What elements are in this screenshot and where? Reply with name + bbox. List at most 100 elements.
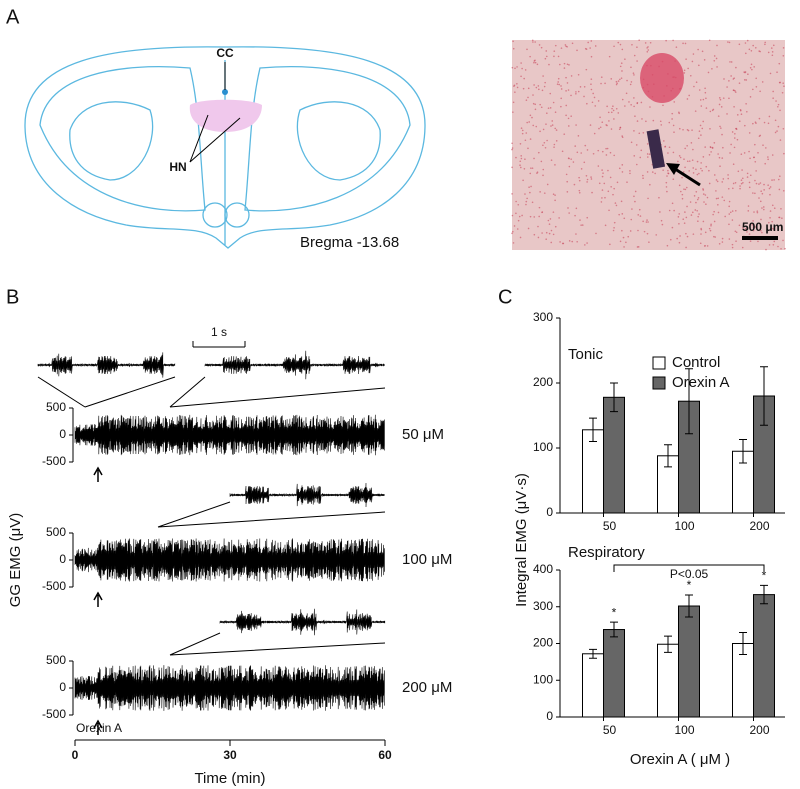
texture <box>583 95 585 98</box>
texture <box>557 55 560 58</box>
texture <box>763 183 765 186</box>
texture <box>684 166 686 169</box>
texture <box>646 171 649 173</box>
texture <box>696 173 699 176</box>
texture <box>639 156 642 159</box>
texture <box>533 157 535 160</box>
texture <box>680 190 682 193</box>
texture <box>647 49 650 51</box>
texture <box>556 83 559 85</box>
texture <box>743 79 746 81</box>
texture <box>721 157 724 159</box>
texture <box>709 146 712 148</box>
y-tick-label: 200 <box>533 375 553 389</box>
texture <box>655 234 658 236</box>
emg-trace <box>74 665 385 711</box>
texture <box>749 240 752 242</box>
emg-trace <box>74 538 385 582</box>
texture <box>643 230 646 233</box>
texture <box>747 205 750 207</box>
texture <box>746 231 748 233</box>
texture <box>759 182 762 184</box>
texture <box>601 197 603 199</box>
texture <box>617 41 620 44</box>
texture <box>770 47 773 49</box>
texture <box>688 160 691 162</box>
texture <box>732 182 735 185</box>
bar <box>678 605 700 718</box>
texture <box>738 224 741 227</box>
texture <box>729 211 732 214</box>
texture <box>537 151 540 154</box>
texture <box>706 245 709 247</box>
texture <box>755 170 757 172</box>
bracket-label: P<0.05 <box>670 567 709 581</box>
texture <box>762 144 764 146</box>
texture <box>595 232 597 235</box>
texture <box>734 91 737 93</box>
texture <box>636 102 639 105</box>
texture <box>672 39 674 42</box>
texture <box>625 241 627 244</box>
texture <box>570 94 572 97</box>
texture <box>604 82 606 85</box>
texture <box>683 72 686 74</box>
texture <box>531 167 534 169</box>
texture <box>590 176 592 178</box>
legend-label: Control <box>672 354 720 371</box>
texture <box>587 41 589 44</box>
texture <box>712 213 714 216</box>
texture <box>554 199 556 202</box>
texture <box>648 241 650 243</box>
texture <box>704 231 707 234</box>
texture <box>645 120 647 123</box>
texture <box>730 143 732 146</box>
texture <box>697 215 699 218</box>
texture <box>524 158 526 160</box>
texture <box>754 160 757 163</box>
texture <box>659 211 661 213</box>
texture <box>705 107 708 109</box>
texture <box>594 45 597 47</box>
texture <box>755 182 758 185</box>
texture <box>699 124 702 127</box>
texture <box>769 216 771 219</box>
texture <box>599 116 601 119</box>
texture <box>752 220 754 222</box>
texture <box>732 187 734 190</box>
hn-label: HN <box>169 160 186 174</box>
texture <box>546 112 548 114</box>
texture <box>745 79 748 81</box>
texture <box>753 66 755 68</box>
texture <box>618 128 621 131</box>
texture <box>765 147 767 149</box>
texture <box>592 152 595 155</box>
texture <box>583 161 586 164</box>
texture <box>548 223 551 225</box>
texture <box>585 48 588 50</box>
emg-trace <box>74 414 385 456</box>
texture <box>534 108 537 111</box>
texture <box>660 219 663 222</box>
texture <box>546 139 548 142</box>
texture <box>668 209 671 212</box>
texture <box>763 121 766 124</box>
texture <box>633 105 635 108</box>
texture <box>702 156 705 158</box>
texture <box>618 167 621 170</box>
texture <box>764 43 766 46</box>
texture <box>778 216 780 219</box>
texture <box>662 104 664 107</box>
texture <box>671 226 674 229</box>
texture <box>733 146 736 149</box>
texture <box>539 130 541 133</box>
texture <box>667 169 669 172</box>
texture <box>736 114 739 116</box>
texture <box>716 180 719 183</box>
texture <box>646 232 649 235</box>
texture <box>546 183 549 186</box>
texture <box>779 109 781 112</box>
y-tick-label: 200 <box>533 636 553 650</box>
texture <box>704 91 707 94</box>
